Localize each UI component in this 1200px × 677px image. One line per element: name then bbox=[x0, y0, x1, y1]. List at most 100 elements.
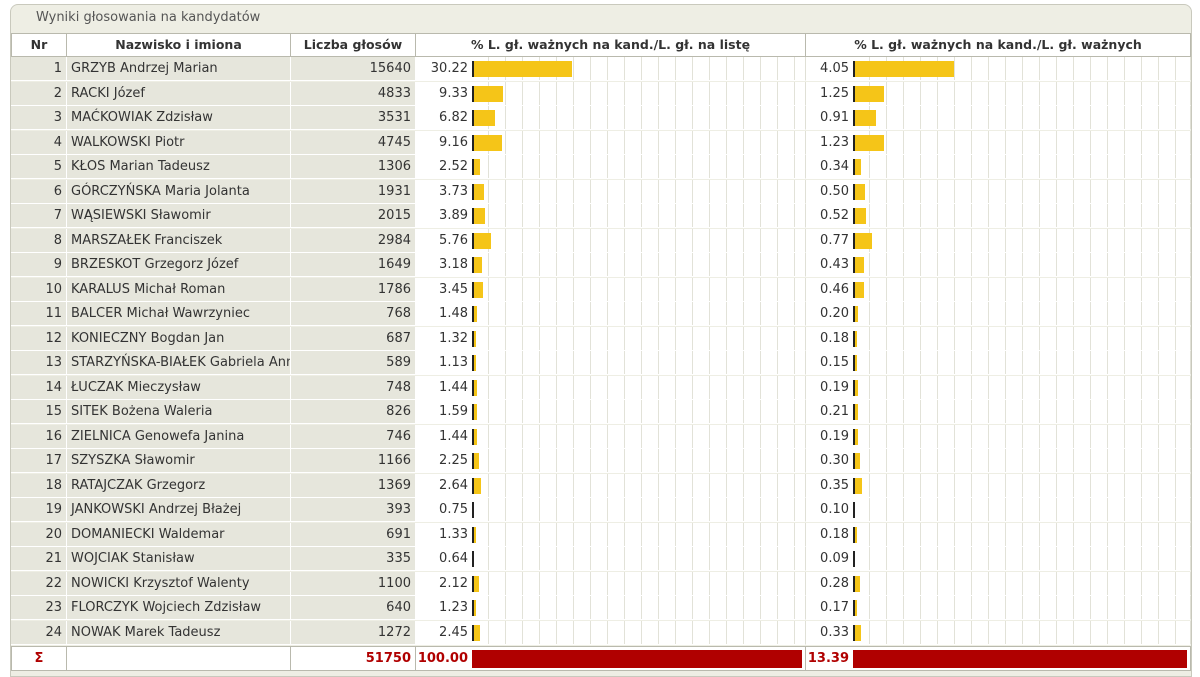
candidate-name: KŁOS Marian Tadeusz bbox=[67, 155, 291, 179]
pct-valid-bar-track bbox=[853, 155, 1187, 178]
row-nr: 14 bbox=[11, 375, 67, 400]
row-nr: 7 bbox=[11, 204, 67, 228]
vote-count: 1100 bbox=[291, 571, 416, 596]
pct-list-value: 6.82 bbox=[439, 110, 468, 125]
vote-count: 687 bbox=[291, 326, 416, 351]
candidate-name: BALCER Michał Wawrzyniec bbox=[67, 302, 291, 326]
pct-list-value: 3.45 bbox=[439, 281, 468, 297]
candidate-name: KARALUS Michał Roman bbox=[67, 277, 291, 302]
pct-valid-bar bbox=[853, 404, 858, 420]
table-row: 12 KONIECZNY Bogdan Jan 687 1.32 0.18 bbox=[11, 326, 1191, 351]
total-pct-list-bar-track bbox=[472, 647, 802, 670]
pct-list-cell: 1.33 bbox=[416, 522, 806, 547]
pct-list-value: 9.16 bbox=[439, 134, 468, 150]
pct-list-bar bbox=[472, 453, 479, 469]
pct-list-bar bbox=[472, 134, 502, 151]
pct-list-value: 9.33 bbox=[439, 85, 468, 101]
pct-list-value: 3.18 bbox=[439, 257, 468, 272]
pct-list-value: 2.25 bbox=[439, 453, 468, 468]
vote-count: 4745 bbox=[291, 130, 416, 155]
table-row: 11 BALCER Michał Wawrzyniec 768 1.48 0.20 bbox=[11, 302, 1191, 326]
table-row: 18 RATAJCZAK Grzegorz 1369 2.64 0.35 bbox=[11, 473, 1191, 498]
pct-valid-value: 0.18 bbox=[820, 526, 849, 542]
vote-count: 3531 bbox=[291, 106, 416, 130]
pct-list-cell: 9.33 bbox=[416, 81, 806, 106]
pct-valid-bar bbox=[853, 551, 855, 567]
row-nr: 23 bbox=[11, 596, 67, 620]
candidate-name: SZYSZKA Sławomir bbox=[67, 449, 291, 473]
pct-valid-value: 0.52 bbox=[820, 208, 849, 223]
total-pct-list-cell: 100.00 bbox=[416, 645, 806, 671]
pct-list-bar bbox=[472, 257, 482, 273]
candidate-name: JANKOWSKI Andrzej Błażej bbox=[67, 498, 291, 522]
pct-list-value: 1.33 bbox=[439, 526, 468, 542]
pct-list-bar-track bbox=[472, 571, 802, 595]
table-row: 22 NOWICKI Krzysztof Walenty 1100 2.12 0.28 bbox=[11, 571, 1191, 596]
pct-valid-cell: 0.33 bbox=[806, 620, 1191, 645]
pct-valid-cell: 0.52 bbox=[806, 204, 1191, 228]
candidate-name: SITEK Bożena Waleria bbox=[67, 400, 291, 424]
table-row: 21 WOJCIAK Stanisław 335 0.64 0.09 bbox=[11, 547, 1191, 571]
pct-list-cell: 1.23 bbox=[416, 596, 806, 620]
table-row: 1 GRZYB Andrzej Marian 15640 30.22 4.05 bbox=[11, 57, 1191, 81]
vote-count: 1931 bbox=[291, 179, 416, 204]
row-nr: 15 bbox=[11, 400, 67, 424]
pct-valid-cell: 0.28 bbox=[806, 571, 1191, 596]
total-pct-valid: 13.39 bbox=[807, 650, 849, 666]
pct-list-cell: 2.45 bbox=[416, 620, 806, 645]
pct-list-bar bbox=[472, 355, 476, 371]
pct-list-bar-track bbox=[472, 620, 802, 644]
row-nr: 21 bbox=[11, 547, 67, 571]
row-nr: 1 bbox=[11, 57, 67, 81]
table-row: 8 MARSZAŁEK Franciszek 2984 5.76 0.77 bbox=[11, 228, 1191, 253]
pct-valid-bar bbox=[853, 257, 864, 273]
table-row: 24 NOWAK Marek Tadeusz 1272 2.45 0.33 bbox=[11, 620, 1191, 645]
pct-valid-bar-track bbox=[853, 106, 1187, 129]
pct-list-bar bbox=[472, 110, 495, 126]
pct-valid-bar-track bbox=[853, 400, 1187, 423]
pct-valid-cell: 4.05 bbox=[806, 57, 1191, 81]
pct-valid-bar-track bbox=[853, 57, 1187, 80]
vote-count: 640 bbox=[291, 596, 416, 620]
pct-valid-value: 0.30 bbox=[820, 453, 849, 468]
pct-valid-bar bbox=[853, 208, 866, 224]
pct-list-cell: 1.48 bbox=[416, 302, 806, 326]
header-pct-list: % L. gł. ważnych na kand./L. gł. na list… bbox=[416, 33, 806, 57]
pct-list-bar-track bbox=[472, 375, 802, 399]
pct-valid-bar-track bbox=[853, 498, 1187, 521]
pct-list-cell: 6.82 bbox=[416, 106, 806, 130]
row-nr: 2 bbox=[11, 81, 67, 106]
row-nr: 20 bbox=[11, 522, 67, 547]
pct-valid-value: 0.50 bbox=[820, 183, 849, 199]
pct-list-cell: 5.76 bbox=[416, 228, 806, 253]
pct-valid-bar-track bbox=[853, 326, 1187, 350]
pct-list-bar bbox=[472, 624, 480, 641]
pct-valid-value: 0.10 bbox=[820, 502, 849, 517]
vote-count: 2984 bbox=[291, 228, 416, 253]
pct-valid-bar-track bbox=[853, 620, 1187, 644]
row-nr: 5 bbox=[11, 155, 67, 179]
total-pct-valid-cell: 13.39 bbox=[806, 645, 1191, 671]
pct-valid-value: 0.15 bbox=[820, 355, 849, 370]
table-row: 16 ZIELNICA Genowefa Janina 746 1.44 0.19 bbox=[11, 424, 1191, 449]
vote-count: 826 bbox=[291, 400, 416, 424]
table-row: 5 KŁOS Marian Tadeusz 1306 2.52 0.34 bbox=[11, 155, 1191, 179]
pct-list-bar bbox=[472, 232, 491, 249]
pct-list-value: 2.12 bbox=[439, 575, 468, 591]
candidate-name: ŁUCZAK Mieczysław bbox=[67, 375, 291, 400]
pct-valid-cell: 0.19 bbox=[806, 424, 1191, 449]
pct-list-bar-track bbox=[472, 204, 802, 227]
pct-valid-bar-track bbox=[853, 204, 1187, 227]
table-row: 6 GÓRCZYŃSKA Maria Jolanta 1931 3.73 0.50 bbox=[11, 179, 1191, 204]
pct-list-value: 2.52 bbox=[439, 159, 468, 174]
candidate-name: KONIECZNY Bogdan Jan bbox=[67, 326, 291, 351]
pct-list-bar-track bbox=[472, 473, 802, 497]
pct-valid-bar bbox=[853, 428, 858, 445]
pct-list-bar-track bbox=[472, 228, 802, 252]
table-row: 19 JANKOWSKI Andrzej Błażej 393 0.75 0.10 bbox=[11, 498, 1191, 522]
pct-valid-cell: 0.30 bbox=[806, 449, 1191, 473]
pct-valid-bar bbox=[853, 526, 857, 543]
pct-list-cell: 9.16 bbox=[416, 130, 806, 155]
vote-count: 4833 bbox=[291, 81, 416, 106]
candidate-name: RACKI Józef bbox=[67, 81, 291, 106]
